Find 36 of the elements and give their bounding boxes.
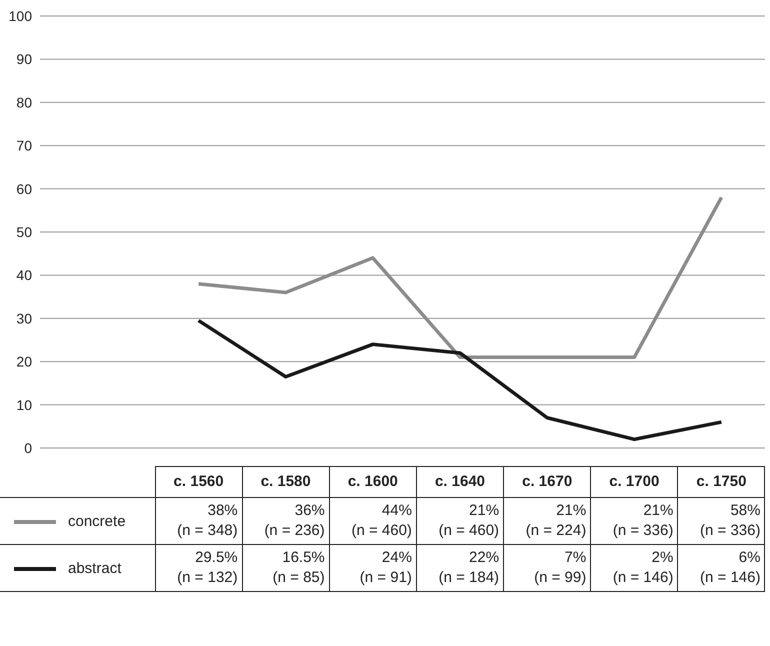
- data-label: 44% (n = 460): [351, 502, 412, 539]
- y-tick-label: 80: [16, 94, 32, 110]
- data-label: 58% (n = 336): [700, 502, 760, 539]
- data-label: 2% (n = 146): [612, 549, 674, 586]
- data-label: 24% (n = 91): [360, 549, 412, 586]
- data-label: 21% (n = 460): [438, 502, 500, 539]
- data-label: 21% (n = 336): [612, 502, 674, 539]
- y-tick-label: 100: [8, 8, 32, 24]
- y-tick-label: 90: [16, 51, 32, 68]
- y-tick-label: 0: [24, 440, 32, 456]
- data-label: 16.5% (n = 85): [272, 549, 325, 586]
- x-tick-label: c. 1600: [329, 466, 416, 498]
- line-series: [196, 318, 724, 442]
- y-tick-label: 50: [16, 224, 32, 240]
- x-tick-label: c. 1580: [242, 466, 330, 498]
- data-label: 6% (n = 146): [700, 549, 760, 586]
- y-tick-label: 30: [16, 310, 32, 326]
- data-label: 29.5% (n = 132): [177, 549, 238, 586]
- data-label: 22% (n = 184): [438, 549, 500, 586]
- x-tick-label: c. 1750: [678, 466, 765, 498]
- data-label: 38% (n = 348): [177, 502, 238, 539]
- line-series: [196, 196, 724, 360]
- legend-label: abstract: [68, 558, 122, 578]
- x-tick-label: c. 1640: [416, 466, 504, 498]
- legend-label: concrete: [68, 512, 126, 532]
- data-label: 36% (n = 236): [264, 502, 325, 539]
- y-tick-label: 60: [16, 180, 32, 197]
- x-tick-label: c. 1670: [504, 466, 591, 498]
- data-label: 7% (n = 99): [534, 549, 586, 586]
- x-tick-label: c. 1560: [155, 466, 242, 498]
- data-label: 21% (n = 224): [526, 502, 586, 539]
- y-tick-label: 10: [16, 396, 32, 413]
- y-tick-label: 40: [16, 267, 32, 284]
- y-tick-label: 20: [16, 354, 32, 370]
- y-tick-label: 70: [16, 138, 32, 154]
- x-tick-label: c. 1700: [590, 466, 678, 498]
